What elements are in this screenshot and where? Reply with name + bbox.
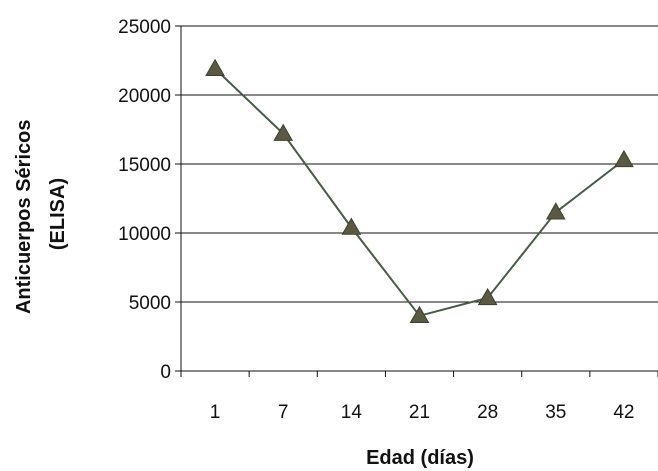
data-point-28 — [477, 287, 498, 306]
data-point-14 — [341, 217, 362, 235]
y-tick-label-25000: 25000 — [118, 17, 171, 38]
x-tick-labels: 1 7 14 21 28 35 42 — [210, 402, 635, 423]
x-tick-label-21: 21 — [409, 402, 430, 423]
data-point-1 — [205, 58, 225, 77]
y-tick-label-10000: 10000 — [118, 224, 171, 245]
y-tick-label-0: 0 — [160, 362, 171, 383]
y-axis-title-line-1: Anticuerpos Séricos — [13, 120, 35, 315]
data-point-21 — [409, 305, 430, 324]
x-tick-label-28: 28 — [477, 402, 498, 423]
x-tick-label-14: 14 — [341, 402, 363, 423]
grid-lines — [181, 25, 658, 303]
data-point-42 — [614, 149, 634, 168]
y-tick-label-5000: 5000 — [129, 293, 171, 314]
y-tick-label-15000: 15000 — [118, 155, 171, 176]
y-axis-title: Anticuerpos Séricos (ELISA) — [13, 114, 69, 314]
y-tick-label-20000: 20000 — [118, 86, 171, 107]
y-tick-labels: 0 5000 10000 15000 20000 25000 — [118, 17, 171, 383]
data-point-7 — [273, 123, 294, 141]
series-group — [205, 58, 634, 324]
axes — [175, 25, 658, 377]
x-tick-label-7: 7 — [278, 402, 289, 423]
series-line-0 — [214, 68, 625, 317]
x-axis-title: Edad (días) — [366, 447, 474, 469]
x-tick-label-1: 1 — [210, 402, 221, 423]
x-tick-label-35: 35 — [545, 402, 566, 423]
data-point-35 — [545, 202, 566, 220]
y-axis-title-line-2: (ELISA) — [47, 178, 69, 250]
x-tick-label-42: 42 — [613, 402, 634, 423]
